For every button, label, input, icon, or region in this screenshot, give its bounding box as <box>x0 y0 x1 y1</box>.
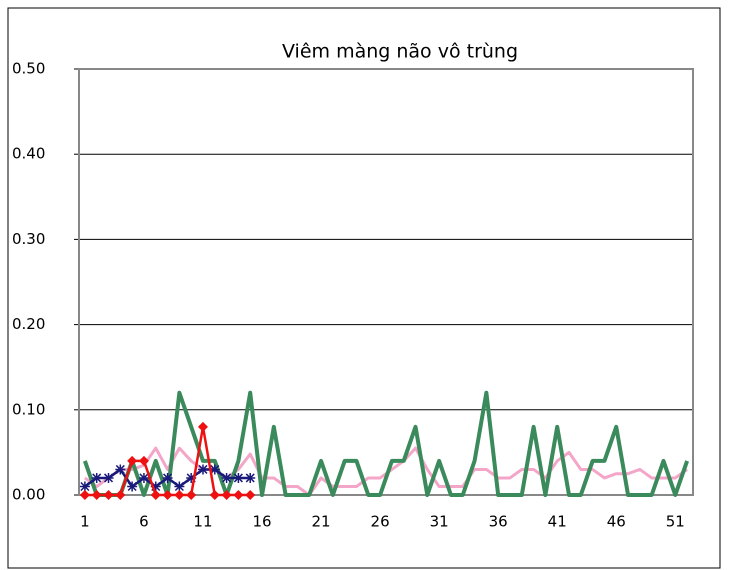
x-tick-label: 51 <box>666 513 685 531</box>
chart-title: Viêm màng não vô trùng <box>282 41 518 63</box>
y-tick-label: 0.30 <box>12 230 45 248</box>
marker <box>197 464 208 475</box>
marker <box>221 490 232 500</box>
marker <box>245 490 256 500</box>
marker <box>150 490 161 500</box>
marker <box>115 490 126 500</box>
marker <box>186 490 197 500</box>
marker <box>91 472 102 483</box>
marker <box>79 490 90 500</box>
marker <box>127 481 138 492</box>
marker <box>174 481 185 492</box>
marker <box>91 490 102 500</box>
x-tick-label: 1 <box>80 513 90 531</box>
plot-area <box>78 68 694 496</box>
marker <box>138 455 149 466</box>
marker <box>233 490 244 500</box>
marker <box>197 421 208 432</box>
marker <box>221 472 232 483</box>
x-tick-label: 36 <box>489 513 508 531</box>
marker <box>115 464 126 475</box>
marker <box>162 472 173 483</box>
x-tick-label: 46 <box>607 513 626 531</box>
x-tick-label: 26 <box>371 513 390 531</box>
marker <box>245 472 256 483</box>
marker <box>209 490 220 500</box>
marker <box>174 490 185 500</box>
x-tick-label: 41 <box>548 513 567 531</box>
x-tick-label: 21 <box>312 513 331 531</box>
marker <box>79 481 90 492</box>
x-tick-label: 11 <box>193 513 212 531</box>
marker <box>186 472 197 483</box>
marker <box>233 472 244 483</box>
marker <box>103 490 114 500</box>
y-tick-label: 0.40 <box>12 145 45 163</box>
marker <box>127 455 138 466</box>
marker <box>150 481 161 492</box>
x-tick-label: 31 <box>430 513 449 531</box>
marker <box>103 472 114 483</box>
y-tick-label: 0.10 <box>12 400 45 418</box>
y-tick-label: 0.50 <box>12 60 45 78</box>
x-tick-label: 6 <box>139 513 149 531</box>
series-line <box>83 390 689 497</box>
marker <box>138 472 149 483</box>
y-tick-label: 0.20 <box>12 315 45 333</box>
x-tick-label: 16 <box>252 513 271 531</box>
marker <box>209 464 220 475</box>
marker <box>162 490 173 500</box>
y-tick-label: 0.00 <box>12 486 45 504</box>
